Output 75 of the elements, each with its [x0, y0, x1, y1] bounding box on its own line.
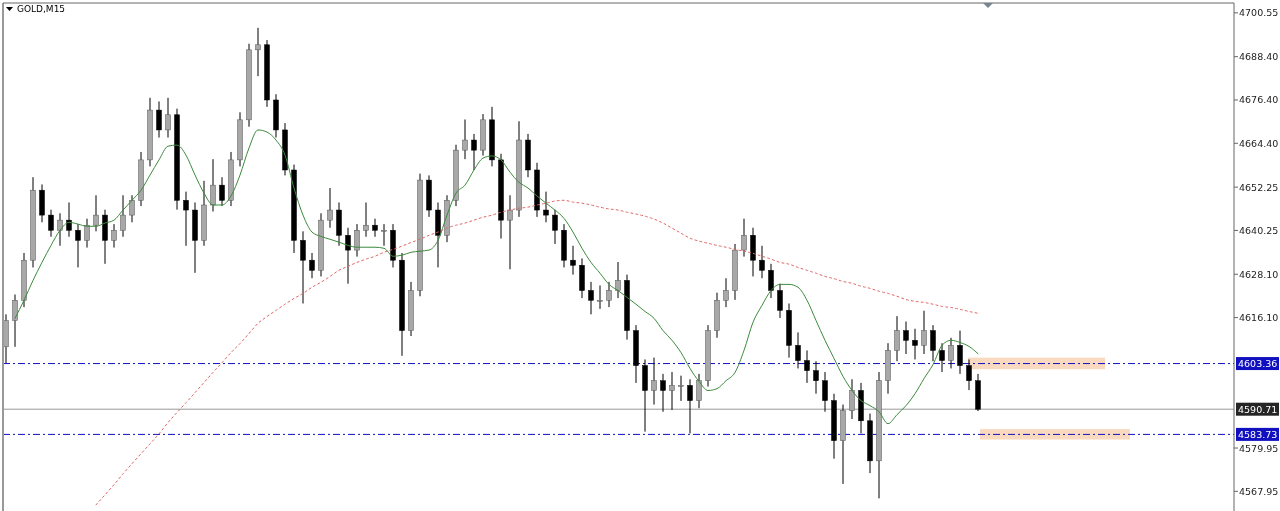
line-series: [14, 129, 979, 425]
y-tick-label: 4688.40: [1239, 51, 1279, 63]
candlestick: [669, 371, 675, 411]
candlestick: [795, 331, 801, 369]
candlestick: [354, 223, 360, 258]
candlestick: [606, 281, 612, 308]
ref-line-label: 4590.71: [1238, 403, 1278, 415]
candlestick: [678, 375, 684, 402]
candlestick: [687, 378, 693, 434]
candlestick: [129, 194, 135, 223]
candlestick: [588, 281, 594, 315]
candlestick: [57, 212, 63, 247]
y-tick-label: 4628.10: [1239, 268, 1279, 280]
candlestick: [822, 371, 828, 413]
candlestick: [966, 358, 972, 391]
candlestick: [597, 284, 603, 310]
candlestick: [309, 252, 315, 279]
candlestick: [66, 201, 72, 238]
candlestick: [381, 223, 387, 247]
candlestick: [903, 321, 909, 355]
y-tick-label: 4664.40: [1239, 137, 1279, 149]
candlestick: [345, 227, 351, 285]
y-tick-label: 4640.25: [1239, 224, 1279, 236]
candlestick: [615, 261, 621, 299]
candlestick: [777, 283, 783, 319]
line-series: [95, 199, 979, 506]
candlestick: [363, 201, 369, 238]
candlestick: [696, 373, 702, 409]
candlestick: [471, 133, 477, 171]
y-tick-label: 4676.40: [1239, 94, 1279, 106]
candlestick: [12, 293, 18, 348]
candlestick: [759, 245, 765, 279]
candlestick: [912, 328, 918, 360]
candlestick: [219, 176, 225, 207]
candlestick: [813, 360, 819, 395]
candlestick: [507, 194, 513, 270]
candlestick: [120, 194, 126, 238]
candlestick: [651, 357, 657, 406]
candlestick: [48, 209, 54, 238]
candlestick: [300, 230, 306, 305]
ref-line-label: 4603.36: [1238, 358, 1278, 370]
candlestick: [768, 263, 774, 299]
chart-title: GOLD,M15: [17, 4, 66, 14]
candlestick: [570, 245, 576, 276]
candlestick: [552, 209, 558, 245]
candlestick: [462, 118, 468, 160]
candlestick: [372, 218, 378, 238]
candlestick: [948, 337, 954, 369]
candlestick: [165, 97, 171, 139]
candlestick: [921, 310, 927, 355]
candlestick: [660, 373, 666, 413]
y-tick-label: 4567.95: [1239, 485, 1279, 497]
candlestick: [741, 218, 747, 258]
y-tick-label: 4616.10: [1239, 312, 1279, 324]
candlestick: [93, 194, 99, 232]
candlestick: [930, 324, 936, 362]
candlestick: [156, 100, 162, 139]
candlestick: [255, 27, 261, 77]
candlestick: [723, 277, 729, 308]
y-tick-label: 4652.25: [1239, 181, 1279, 193]
candlestick: [183, 191, 189, 247]
candlestick: [111, 223, 117, 249]
candlestick: [894, 315, 900, 362]
candlestick: [939, 342, 945, 373]
candlestick: [75, 223, 81, 268]
candlestick: [849, 378, 855, 420]
candlestick: [543, 191, 549, 223]
y-tick-label: 4579.95: [1239, 442, 1279, 454]
y-tick-label: 4700.55: [1239, 7, 1279, 19]
candlestick: [804, 349, 810, 384]
candlestick: [957, 330, 963, 375]
candlestick: [327, 187, 333, 229]
ref-line-label: 4583.73: [1238, 428, 1278, 440]
candlestick: [210, 158, 216, 212]
candlestick: [84, 218, 90, 249]
